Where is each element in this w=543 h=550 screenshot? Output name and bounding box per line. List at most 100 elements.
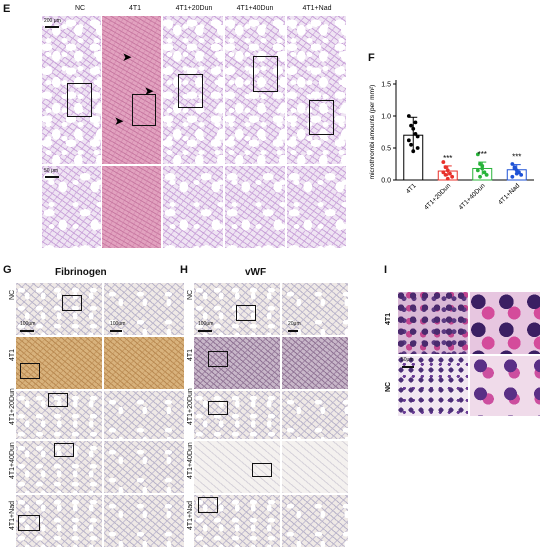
row-label-20dun: 4T1+20Dun (9, 388, 16, 425)
data-point (409, 142, 413, 147)
zoom-box (236, 305, 256, 321)
data-point (441, 170, 446, 175)
y-tick-label: 0.0 (381, 178, 391, 185)
fibrinogen-zoom-nad (104, 495, 184, 547)
data-point (415, 134, 420, 139)
he-micrograph-20dun (163, 16, 223, 164)
data-point (510, 174, 515, 179)
significance-label: *** (443, 154, 452, 163)
fibrinogen-40dun (16, 441, 102, 493)
zoom-box (253, 56, 278, 92)
data-point (443, 172, 448, 177)
arrow-icon: ➤ (114, 114, 125, 128)
data-point (406, 138, 411, 143)
zoom-box (54, 443, 74, 457)
he-zoom-nad (287, 166, 346, 248)
data-point (441, 160, 446, 164)
fibrinogen-zoom-20dun (104, 391, 184, 439)
scale-bar (20, 330, 34, 332)
panel-e-letter: E (3, 3, 11, 15)
arrow-icon: ➤ (122, 50, 133, 64)
col-label-nc: NC (74, 5, 86, 12)
zoom-box (178, 74, 203, 108)
zoom-box (18, 515, 40, 531)
panel-g-letter: G (3, 264, 12, 276)
fibrinogen-zoom-nc: 100μm (104, 283, 184, 335)
significance-label: *** (478, 150, 487, 159)
y-tick-label: 1.0 (381, 114, 391, 121)
col-label-40dun: 4T1+40Dun (236, 5, 274, 12)
data-point (413, 120, 418, 125)
vwf-nad (194, 495, 280, 547)
he-micrograph-4t1: ➤ ➤ ➤ (102, 16, 161, 164)
scale-bar (45, 176, 59, 178)
arrow-icon: ➤ (144, 84, 155, 98)
he-zoom-40dun (225, 166, 285, 248)
x-tick-label: 4T1+20Dun (423, 182, 452, 211)
col-label-20dun: 4T1+20Dun (175, 5, 213, 12)
row-label-nc: NC (9, 289, 16, 300)
vwf-20dun (194, 391, 280, 439)
fibrinogen-zoom-4t1 (104, 337, 184, 389)
he-zoom-4t1 (102, 166, 161, 248)
row-label-4t1: 4T1 (9, 348, 16, 361)
he-micrograph-nc: 200 μm (42, 16, 101, 164)
row-label-nc: NC (187, 289, 194, 300)
data-point (445, 168, 450, 173)
data-point (475, 152, 480, 157)
scale-bar (110, 330, 122, 332)
cell-micrograph-4t1 (398, 292, 468, 354)
zoom-box (252, 463, 272, 477)
data-point (514, 171, 519, 176)
panel-h-letter: H (180, 264, 188, 276)
row-label-nad: 4T1+Nad (187, 501, 194, 530)
he-zoom-20dun (163, 166, 223, 248)
data-point (411, 126, 416, 131)
row-label-20dun: 4T1+20Dun (187, 388, 194, 425)
scale-label: 50μm (401, 357, 414, 363)
data-point (443, 165, 448, 170)
cell-zoom-nc (470, 356, 540, 416)
scale-bar (45, 26, 59, 28)
data-point (482, 170, 487, 175)
vwf-nc: 100μm (194, 283, 280, 335)
data-point (475, 168, 480, 173)
he-micrograph-nad (287, 16, 346, 164)
significance-label: *** (512, 153, 521, 162)
row-label-4t1: 4T1 (385, 312, 392, 325)
scale-label: 20μm (288, 321, 301, 327)
data-point (484, 172, 489, 177)
vwf-40dun (194, 441, 280, 493)
row-label-nc: NC (385, 381, 392, 392)
scale-label: 50 μm (44, 168, 58, 174)
vwf-zoom-nc: 20μm (282, 283, 348, 335)
data-point (450, 174, 455, 179)
zoom-box (62, 295, 82, 311)
panel-i-letter: I (384, 264, 388, 276)
microthrombi-chart: 0.0 0.5 1.0 1.5 microthrombi amounts (per mm… (369, 80, 534, 212)
zoom-box (67, 83, 92, 117)
data-point (445, 176, 450, 181)
panel-g-title: Fibrinogen (55, 267, 107, 278)
y-tick-label: 0.5 (381, 146, 391, 153)
fibrinogen-nad (16, 495, 102, 547)
vwf-zoom-nad (282, 495, 348, 547)
y-axis-label: microthrombi amounts (per mm²) (369, 85, 376, 180)
row-label-nad: 4T1+Nad (9, 501, 16, 530)
col-label-nad: 4T1+Nad (302, 5, 332, 12)
scale-label: 100μm (20, 321, 36, 327)
data-point (448, 171, 452, 176)
scale-label: 100μm (110, 321, 126, 327)
data-point (519, 172, 524, 177)
row-label-4t1: 4T1 (187, 348, 194, 361)
data-point (406, 114, 411, 118)
zoom-box (48, 393, 68, 407)
vwf-zoom-40dun (282, 441, 348, 493)
vwf-zoom-4t1 (282, 337, 348, 389)
data-point (480, 164, 485, 168)
he-zoom-nc: 50 μm (42, 166, 101, 248)
data-point (512, 166, 517, 171)
row-label-40dun: 4T1+40Dun (187, 442, 194, 479)
zoom-box (198, 497, 218, 513)
zoom-box (208, 351, 228, 367)
